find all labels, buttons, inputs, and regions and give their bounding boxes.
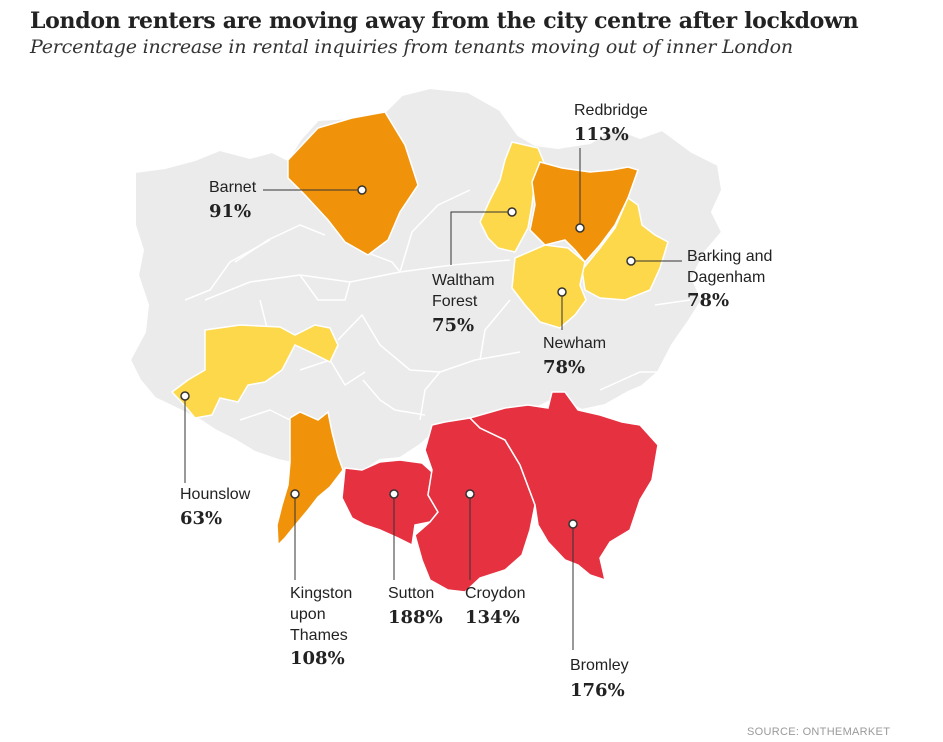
markers — [180, 185, 636, 529]
label-waltham-forest: Waltham Forest 75% — [432, 272, 495, 336]
label-waltham-forest-value: 75% — [432, 315, 474, 336]
label-barking-name-1: Barking and — [687, 248, 772, 265]
page-subtitle: Percentage increase in rental inquiries … — [30, 36, 793, 58]
marker-barnet — [357, 185, 367, 195]
label-croydon: Croydon 134% — [465, 585, 525, 628]
label-kingston-name-1: Kingston — [290, 585, 352, 602]
label-redbridge: Redbridge 113% — [574, 102, 648, 145]
borough-newham — [511, 244, 587, 329]
label-newham-name: Newham — [543, 335, 606, 352]
marker-hounslow — [180, 391, 190, 401]
page-title: London renters are moving away from the … — [30, 8, 859, 34]
label-newham: Newham 78% — [543, 335, 606, 378]
marker-redbridge — [575, 223, 585, 233]
label-newham-value: 78% — [543, 357, 585, 378]
borough-barking-and-dagenham — [581, 196, 669, 301]
label-barking-name-2: Dagenham — [687, 269, 765, 286]
label-croydon-value: 134% — [465, 607, 520, 628]
marker-newham — [557, 287, 567, 297]
label-redbridge-name: Redbridge — [574, 102, 648, 119]
label-barnet-name: Barnet — [209, 179, 257, 196]
marker-kingston-upon-thames — [290, 489, 300, 499]
borough-bromley — [468, 391, 659, 582]
label-kingston-name-3: Thames — [290, 627, 348, 644]
borough-kingston-upon-thames — [276, 410, 344, 547]
borough-borders — [184, 189, 691, 421]
marker-croydon — [465, 489, 475, 499]
source-note: SOURCE: ONTHEMARKET — [747, 726, 891, 738]
marker-bromley — [568, 519, 578, 529]
label-barnet: Barnet 91% — [209, 179, 257, 222]
label-sutton-name: Sutton — [388, 585, 434, 602]
marker-waltham-forest — [507, 207, 517, 217]
label-hounslow: Hounslow 63% — [180, 486, 251, 529]
label-barking-and-dagenham: Barking and Dagenham 78% — [687, 248, 772, 311]
label-barnet-value: 91% — [209, 201, 251, 222]
leader-waltham-forest — [450, 211, 512, 265]
borough-redbridge — [529, 161, 639, 264]
label-kingston-value: 108% — [290, 648, 345, 669]
label-waltham-forest-name-2: Forest — [432, 293, 478, 310]
label-sutton-value: 188% — [388, 607, 443, 628]
label-waltham-forest-name-1: Waltham — [432, 272, 495, 289]
label-barking-value: 78% — [687, 290, 729, 311]
marker-barking-and-dagenham — [626, 256, 636, 266]
borough-hounslow — [170, 324, 339, 419]
label-kingston-upon-thames: Kingston upon Thames 108% — [290, 585, 352, 669]
label-hounslow-name: Hounslow — [180, 486, 251, 503]
leader-lines — [184, 148, 682, 650]
label-bromley-value: 176% — [570, 680, 625, 701]
label-bromley-name: Bromley — [570, 657, 629, 674]
label-hounslow-value: 63% — [180, 508, 222, 529]
label-bromley: Bromley 176% — [570, 657, 629, 701]
label-kingston-name-2: upon — [290, 606, 326, 623]
label-redbridge-value: 113% — [574, 124, 629, 145]
borough-barnet — [287, 111, 419, 256]
label-sutton: Sutton 188% — [388, 585, 443, 628]
label-croydon-name: Croydon — [465, 585, 525, 602]
marker-sutton — [389, 489, 399, 499]
